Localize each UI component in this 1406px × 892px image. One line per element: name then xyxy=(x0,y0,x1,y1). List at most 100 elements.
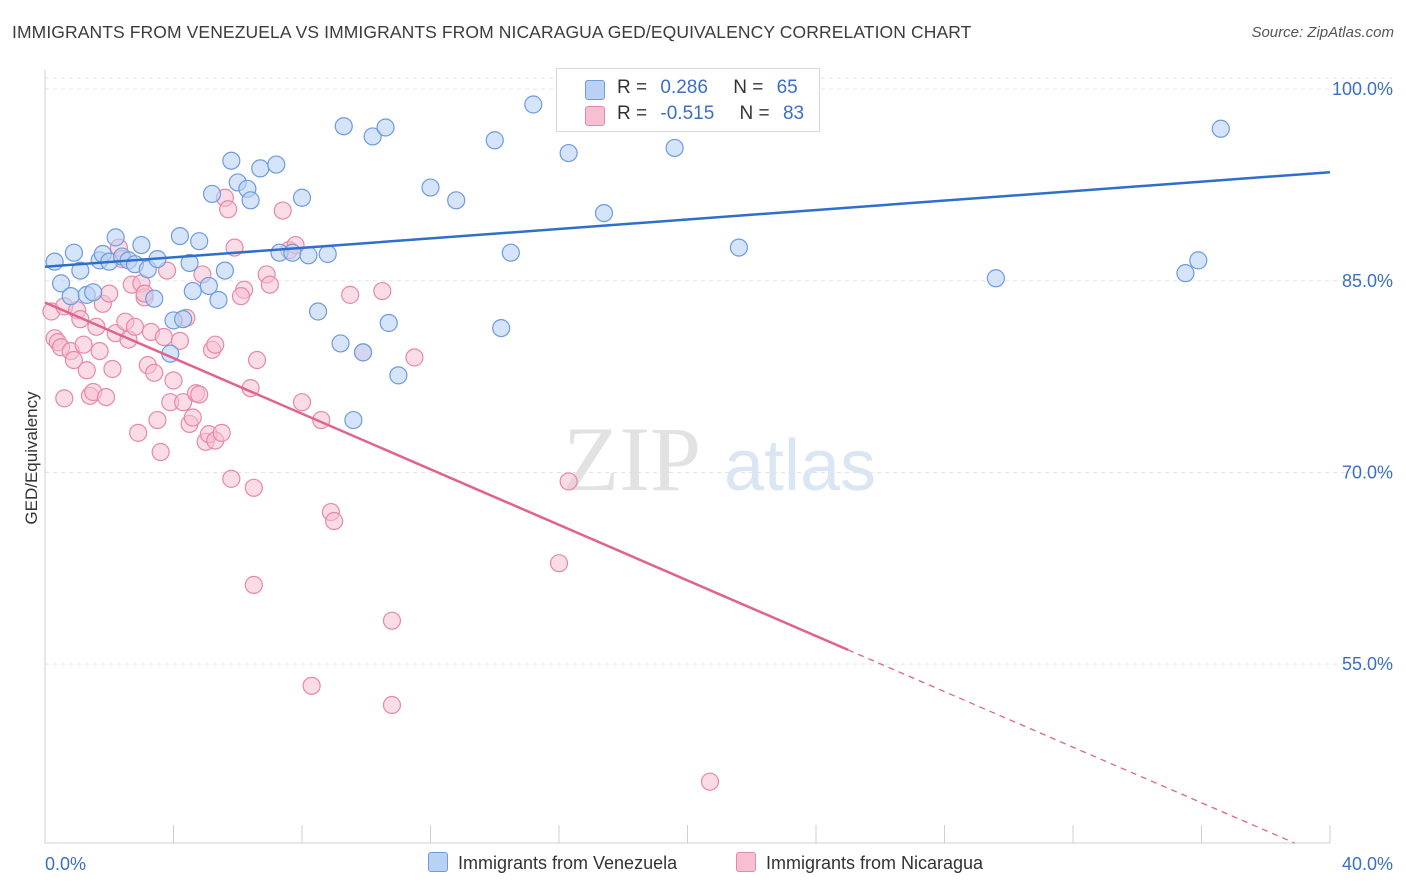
nicaragua-point xyxy=(212,423,231,442)
venezuela-point xyxy=(215,261,234,280)
venezuela-point xyxy=(251,159,270,178)
venezuela-point xyxy=(183,281,202,301)
nicaragua-point xyxy=(559,472,578,491)
venezuela-trend-line xyxy=(44,170,1331,269)
nicaragua-point xyxy=(247,350,267,370)
legend-r-value-venezuela: 0.286 xyxy=(660,77,708,98)
watermark-zip: ZIP xyxy=(563,408,701,510)
venezuela-point xyxy=(84,283,103,302)
venezuela-point xyxy=(61,287,80,306)
nicaragua-trend-line xyxy=(44,301,849,652)
venezuela-point xyxy=(106,228,125,247)
tick-labels: 55.0% 70.0% 85.0% 100.0% 0.0% 40.0% xyxy=(45,79,1393,874)
venezuela-point xyxy=(485,131,504,150)
venezuela-point xyxy=(241,191,260,210)
venezuela-point xyxy=(986,269,1006,288)
venezuela-point xyxy=(524,95,543,114)
legend-swatch-venezuela xyxy=(585,80,605,100)
venezuela-point xyxy=(202,184,222,204)
nicaragua-point xyxy=(64,350,84,370)
venezuela-point xyxy=(209,290,228,310)
y-tick-label: 55.0% xyxy=(1342,654,1393,674)
trend-lines xyxy=(44,170,1331,844)
venezuela-point xyxy=(267,155,286,174)
venezuela-point xyxy=(389,366,408,385)
bottom-legend-nicaragua: Immigrants from Nicaragua xyxy=(736,852,983,874)
nicaragua-point xyxy=(55,389,74,408)
nicaragua-point xyxy=(151,442,170,462)
nicaragua-point xyxy=(96,387,116,407)
legend-r-label: R = xyxy=(617,77,648,98)
nicaragua-point xyxy=(382,611,402,630)
venezuela-point xyxy=(222,151,241,170)
venezuela-point xyxy=(180,253,199,273)
venezuela-points xyxy=(45,83,1230,430)
venezuela-point xyxy=(132,235,151,255)
source-label: Source: ZipAtlas.com xyxy=(1251,24,1394,41)
nicaragua-point xyxy=(549,554,569,573)
nicaragua-point xyxy=(373,281,392,301)
venezuela-point xyxy=(71,261,90,280)
nicaragua-point xyxy=(260,275,279,294)
nicaragua-point xyxy=(148,410,167,430)
nicaragua-point xyxy=(145,363,164,382)
venezuela-point xyxy=(299,246,318,265)
watermark-atlas: atlas xyxy=(724,426,876,506)
venezuela-point xyxy=(376,118,395,137)
stats-legend: R = 0.286 N = 65 R = -0.515 N = 83 xyxy=(556,68,820,132)
venezuela-point xyxy=(421,178,440,197)
venezuela-point xyxy=(1211,119,1230,138)
venezuela-point xyxy=(559,143,578,163)
y-tick-label: 70.0% xyxy=(1342,462,1393,482)
nicaragua-point xyxy=(231,287,251,306)
bottom-legend-swatch-venezuela xyxy=(428,852,448,872)
venezuela-point xyxy=(51,274,71,293)
y-tick-label: 85.0% xyxy=(1342,271,1393,291)
venezuela-point xyxy=(145,289,164,308)
nicaragua-point xyxy=(174,393,193,412)
nicaragua-point xyxy=(90,341,109,361)
nicaragua-point xyxy=(170,331,190,350)
legend-n-value-nicaragua: 83 xyxy=(782,103,805,124)
venezuela-point xyxy=(1176,264,1195,283)
grid-lines xyxy=(45,77,1392,665)
x-tick-label: 0.0% xyxy=(45,854,86,874)
bottom-legend-label-venezuela: Immigrants from Venezuela xyxy=(458,853,678,873)
nicaragua-point xyxy=(325,511,344,531)
nicaragua-point xyxy=(244,478,263,497)
venezuela-point xyxy=(283,243,302,262)
venezuela-point xyxy=(447,191,466,210)
axes xyxy=(44,70,1331,844)
nicaragua-point xyxy=(164,371,183,390)
legend-n-label: N = xyxy=(733,77,764,98)
venezuela-point xyxy=(1189,251,1208,270)
venezuela-point xyxy=(492,318,511,338)
venezuela-point xyxy=(318,244,337,264)
nicaragua-point xyxy=(219,200,238,219)
legend-r-label: R = xyxy=(617,103,648,124)
venezuela-point xyxy=(729,238,749,257)
watermark: ZIP atlas xyxy=(563,408,876,510)
venezuela-point xyxy=(190,232,209,251)
nicaragua-point xyxy=(700,772,720,791)
legend-row-venezuela: R = 0.286 N = 65 xyxy=(585,77,798,100)
chart-title: IMMIGRANTS FROM VENEZUELA VS IMMIGRANTS … xyxy=(12,22,972,42)
nicaragua-point xyxy=(129,423,148,442)
y-tick-label: 100.0% xyxy=(1332,79,1393,99)
bottom-legend-swatch-nicaragua xyxy=(736,852,756,872)
nicaragua-point xyxy=(341,285,360,304)
legend-row-nicaragua: R = -0.515 N = 83 xyxy=(585,103,805,126)
nicaragua-point xyxy=(302,676,321,695)
nicaragua-point xyxy=(125,317,145,336)
venezuela-point xyxy=(594,204,614,223)
venezuela-point xyxy=(170,226,190,246)
nicaragua-point xyxy=(292,393,312,412)
nicaragua-point xyxy=(206,335,225,354)
venezuela-point xyxy=(344,410,363,430)
nicaragua-trend-extension xyxy=(847,649,1295,844)
venezuela-point xyxy=(334,117,353,136)
nicaragua-point xyxy=(154,327,173,347)
nicaragua-point xyxy=(382,695,402,715)
nicaragua-point xyxy=(74,335,93,354)
